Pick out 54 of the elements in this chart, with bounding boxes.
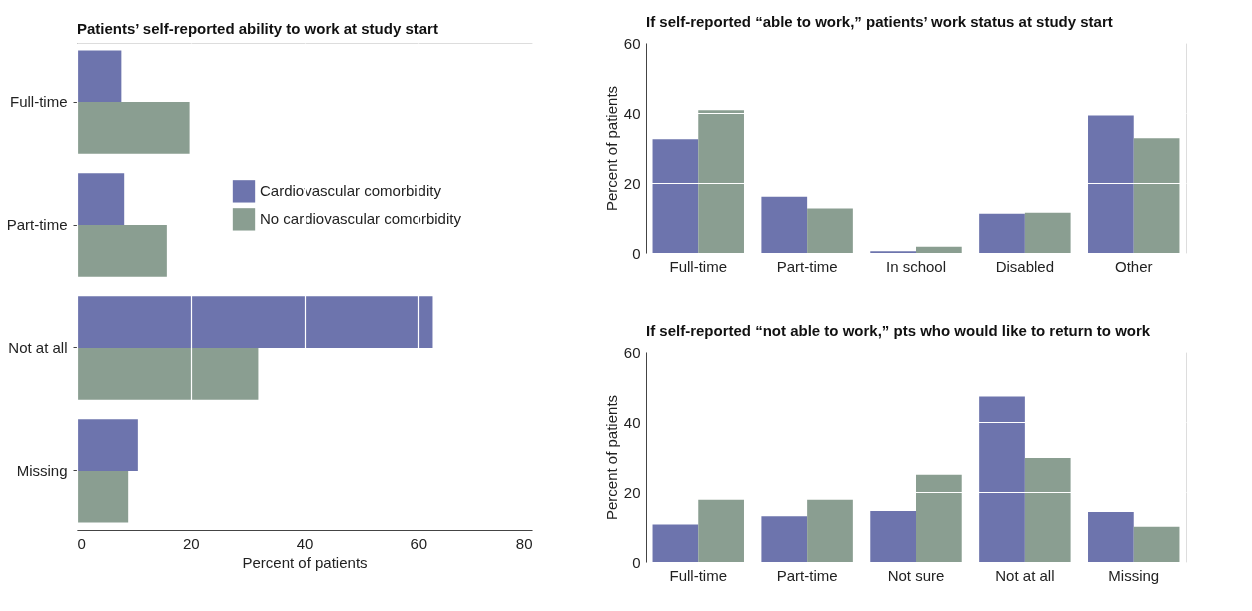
x-tick-label: In school — [885, 257, 947, 275]
bar — [652, 139, 699, 253]
bar — [870, 510, 916, 562]
bar — [1088, 511, 1134, 562]
y-tick-label: 20 — [623, 483, 641, 501]
legend-label: No cardiovascular comorbidity — [260, 210, 462, 228]
chart-title: Patients’ self-reported ability to work at study start — [77, 20, 438, 37]
x-tick-label: Not sure — [887, 566, 945, 584]
bar — [916, 246, 962, 253]
chart-title: If self-reported “able to work,” patients’ work status at study start — [646, 13, 1113, 30]
x-tick-label: Part-time — [776, 566, 838, 584]
bar — [652, 524, 699, 562]
bar — [761, 516, 808, 562]
chart-title: If self-reported “not able to work,” pts who would like to return to work — [646, 322, 1151, 339]
y-tick-label: 0 — [632, 244, 641, 262]
y-tick-label: Not at all — [8, 338, 68, 356]
y-tick-label: 20 — [623, 174, 641, 192]
y-tick-label: 40 — [623, 413, 641, 431]
y-tick-label: 0 — [632, 553, 641, 571]
bar — [979, 396, 1025, 562]
bar — [1088, 115, 1134, 253]
x-tick-label: Disabled — [995, 257, 1055, 275]
x-axis-title: Percent of patients — [242, 553, 368, 571]
x-tick-label: 20 — [182, 534, 200, 552]
bar — [1133, 526, 1180, 562]
legend-label: Cardiovascular comorbidity — [260, 182, 442, 200]
x-tick-label: Not at all — [995, 566, 1055, 584]
x-tick-label: 60 — [410, 534, 428, 552]
x-tick-label: Part-time — [776, 257, 838, 275]
x-tick-label: Other — [1114, 257, 1153, 275]
bar — [698, 110, 744, 253]
x-tick-label: 40 — [296, 534, 314, 552]
x-tick-label: Full-time — [669, 257, 728, 275]
y-tick-label: Full-time — [9, 93, 68, 111]
bar — [761, 196, 808, 253]
bar — [807, 208, 853, 253]
y-axis-title: Percent of patients — [602, 85, 620, 212]
bar — [698, 499, 744, 562]
y-tick-label: 60 — [623, 343, 641, 361]
bar — [916, 474, 962, 562]
y-tick-label: Missing — [16, 461, 68, 479]
bar — [979, 213, 1025, 253]
bar — [1024, 458, 1071, 562]
bar — [1133, 138, 1180, 253]
x-tick-label: Full-time — [669, 566, 728, 584]
x-tick-label: Missing — [1108, 566, 1160, 584]
bar — [1024, 212, 1071, 253]
y-tick-label: 60 — [623, 34, 641, 52]
x-tick-label: 0 — [77, 534, 86, 552]
x-tick-label: 80 — [515, 534, 533, 552]
y-axis-title: Percent of patients — [602, 394, 620, 521]
bar — [807, 499, 853, 562]
y-tick-label: Part-time — [6, 216, 68, 234]
y-tick-label: 40 — [623, 104, 641, 122]
